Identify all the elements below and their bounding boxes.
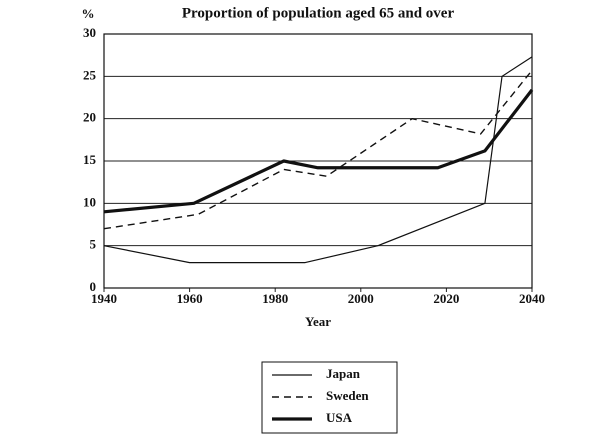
- x-axis-label: Year: [305, 314, 331, 329]
- y-tick-label: 25: [83, 67, 97, 82]
- legend-label: Japan: [326, 366, 361, 381]
- x-tick-label: 1940: [91, 291, 117, 306]
- x-tick-label: 1980: [262, 291, 288, 306]
- x-tick-label: 2040: [519, 291, 545, 306]
- legend-box: [261, 361, 398, 434]
- y-tick-label: 20: [83, 110, 96, 125]
- y-tick-label: 0: [90, 279, 97, 294]
- x-tick-label: 1960: [177, 291, 203, 306]
- y-axis-label: %: [82, 6, 95, 21]
- series-line: [103, 88, 534, 214]
- chart-title: Proportion of population aged 65 and ove…: [182, 5, 455, 21]
- legend-label: USA: [326, 410, 353, 425]
- x-tick-label: 2020: [433, 291, 459, 306]
- legend-label: Sweden: [326, 388, 369, 403]
- x-tick-label: 2000: [348, 291, 374, 306]
- y-tick-label: 15: [83, 152, 97, 167]
- y-tick-label: 5: [90, 237, 97, 252]
- plot-frame: [103, 33, 533, 289]
- y-tick-label: 10: [83, 194, 96, 209]
- y-tick-label: 30: [83, 25, 96, 40]
- series-line: [103, 56, 533, 264]
- series-line: [103, 69, 533, 230]
